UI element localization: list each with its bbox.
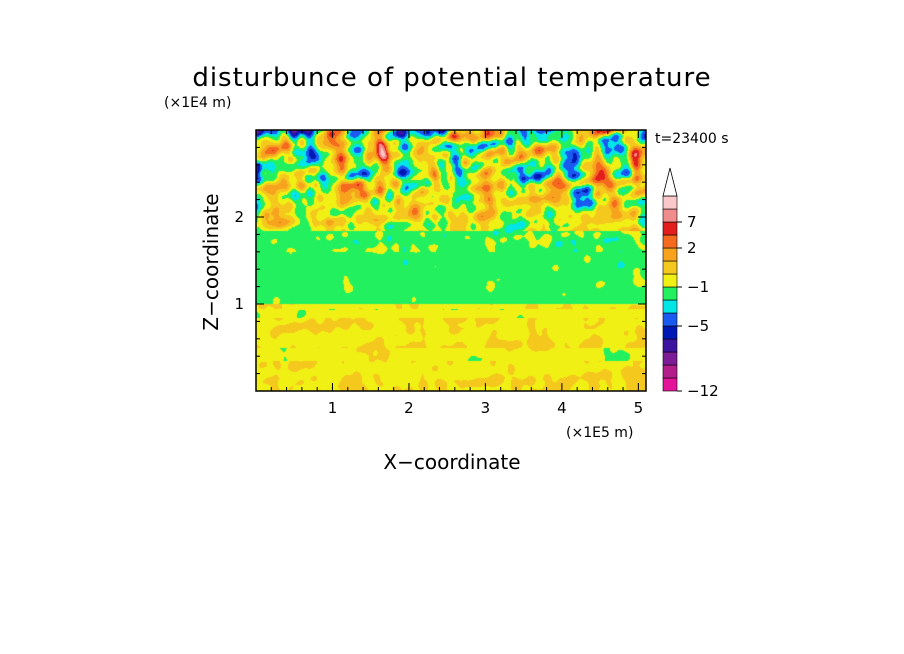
colorbar-label: −12 bbox=[687, 382, 719, 400]
colorbar-swatch bbox=[662, 273, 678, 288]
colorbar-label: 7 bbox=[687, 213, 697, 231]
colorbar-swatch bbox=[662, 195, 678, 210]
colorbar-swatch bbox=[662, 377, 678, 392]
chart-title: disturbunce of potential temperature bbox=[192, 63, 711, 93]
colorbar-swatch bbox=[662, 286, 678, 301]
colorbar-swatch bbox=[662, 325, 678, 340]
x-unit-label: (×1E5 m) bbox=[566, 425, 633, 441]
colorbar-label: −1 bbox=[687, 278, 709, 296]
heatmap-field bbox=[256, 130, 646, 391]
colorbar-label: −5 bbox=[687, 317, 709, 335]
x-tick-label: 5 bbox=[634, 399, 644, 417]
colorbar: −12−5−127 bbox=[662, 167, 719, 400]
time-label: t=23400 s bbox=[655, 131, 729, 147]
x-axis-label: X−coordinate bbox=[383, 450, 520, 474]
colorbar-swatch bbox=[662, 247, 678, 262]
x-tick-label: 4 bbox=[557, 399, 567, 417]
x-tick-label: 2 bbox=[404, 399, 414, 417]
y-axis: 12 bbox=[234, 146, 646, 375]
colorbar-swatch bbox=[662, 338, 678, 353]
x-axis: 1 2 3 4 5 bbox=[270, 130, 644, 417]
colorbar-swatch bbox=[662, 299, 678, 314]
y-axis-label: Z−coordinate bbox=[199, 193, 223, 330]
colorbar-swatch bbox=[662, 351, 678, 366]
colorbar-extend-arrow bbox=[662, 167, 678, 197]
colorbar-swatch bbox=[662, 260, 678, 275]
colorbar-swatch bbox=[662, 312, 678, 327]
y-tick-label: 1 bbox=[234, 295, 244, 313]
plot-frame bbox=[255, 129, 647, 392]
colorbar-swatch bbox=[662, 208, 678, 223]
y-unit-label: (×1E4 m) bbox=[164, 95, 231, 111]
colorbar-label: 2 bbox=[687, 239, 697, 257]
x-tick-label: 1 bbox=[328, 399, 338, 417]
contour-field-image bbox=[256, 130, 646, 391]
x-tick-label: 3 bbox=[481, 399, 491, 417]
colorbar-swatch bbox=[662, 234, 678, 249]
y-tick-label: 2 bbox=[234, 208, 244, 226]
colorbar-swatch bbox=[662, 221, 678, 236]
colorbar-swatch bbox=[662, 364, 678, 379]
